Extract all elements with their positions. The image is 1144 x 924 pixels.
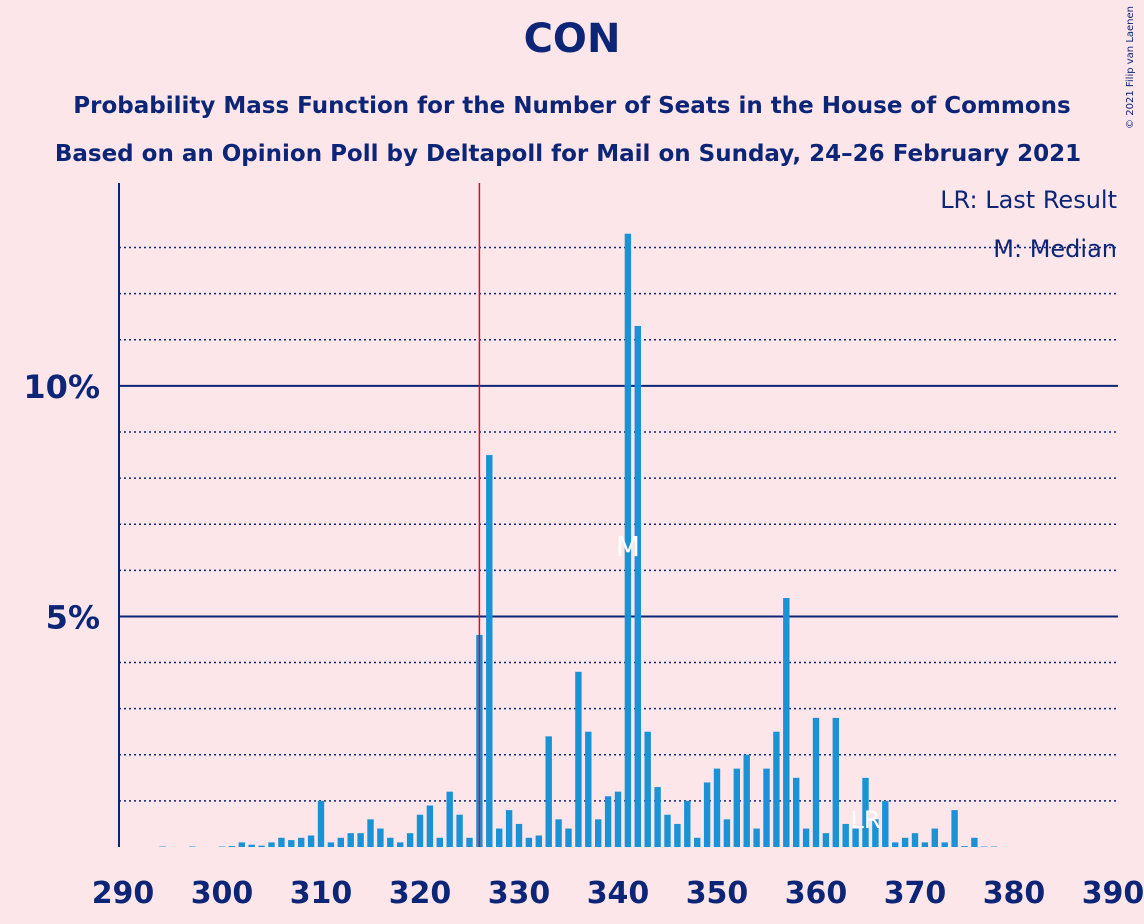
bar xyxy=(298,837,305,847)
bar xyxy=(624,233,632,847)
bar xyxy=(555,819,562,847)
bar xyxy=(337,837,344,847)
bar xyxy=(397,842,404,847)
bar xyxy=(248,844,255,847)
bar xyxy=(694,837,701,847)
bar xyxy=(307,835,315,847)
bar xyxy=(802,828,810,847)
bar xyxy=(426,805,434,847)
bar xyxy=(228,846,236,847)
bar xyxy=(713,768,721,847)
bar xyxy=(961,846,968,847)
bar xyxy=(773,731,780,847)
bar xyxy=(406,833,414,847)
bar xyxy=(585,731,592,847)
bar xyxy=(832,717,839,847)
bar xyxy=(278,837,285,847)
bar xyxy=(258,845,265,847)
bar xyxy=(268,842,275,847)
bar xyxy=(614,791,622,847)
bar xyxy=(565,828,572,847)
y-tick-label: 5% xyxy=(46,598,100,636)
bar xyxy=(436,837,443,847)
bar xyxy=(783,598,790,847)
bar xyxy=(634,325,641,847)
bar xyxy=(971,837,978,847)
bar xyxy=(545,736,552,847)
bar xyxy=(842,823,849,847)
bar xyxy=(535,835,542,847)
chart-title: CON xyxy=(524,16,621,62)
bar xyxy=(703,782,711,847)
legend-entry: LR: Last Result xyxy=(940,186,1117,214)
bar xyxy=(377,828,384,847)
bar xyxy=(496,828,503,847)
x-tick-label: 370 xyxy=(884,876,947,911)
x-tick-label: 360 xyxy=(785,876,848,911)
y-tick-label: 10% xyxy=(23,368,100,406)
bar xyxy=(892,842,899,847)
bar xyxy=(723,819,731,847)
bar xyxy=(515,823,523,847)
last-result-marker: LR xyxy=(850,806,880,834)
bar xyxy=(882,800,889,847)
bar xyxy=(911,833,919,847)
x-tick-label: 390 xyxy=(1082,876,1144,911)
bar xyxy=(862,777,869,847)
bar xyxy=(327,842,335,847)
bar xyxy=(575,671,582,847)
bar xyxy=(446,791,453,847)
x-tick-label: 310 xyxy=(290,876,353,911)
subtitle: Based on an Opinion Poll by Deltapoll fo… xyxy=(55,141,1081,167)
bar xyxy=(872,819,879,847)
bar xyxy=(317,800,325,847)
bar xyxy=(664,814,671,847)
bar xyxy=(456,814,463,847)
bar xyxy=(743,754,750,847)
bar xyxy=(684,800,691,847)
bar xyxy=(753,828,760,847)
bar xyxy=(931,828,938,847)
median-marker: M xyxy=(616,530,640,563)
bar xyxy=(288,840,295,847)
bar xyxy=(357,833,364,847)
x-tick-label: 340 xyxy=(587,876,650,911)
bar xyxy=(595,819,602,847)
bar xyxy=(525,837,533,847)
bar xyxy=(793,777,800,847)
bar xyxy=(238,842,245,847)
bar xyxy=(812,717,820,847)
bar xyxy=(951,810,958,847)
bar xyxy=(416,814,424,847)
bar xyxy=(763,768,770,847)
bar xyxy=(674,823,681,847)
x-tick-label: 290 xyxy=(92,876,155,911)
bar xyxy=(644,731,651,847)
bar xyxy=(347,833,354,847)
bar xyxy=(941,842,948,847)
legend-entry: M: Median xyxy=(993,235,1117,263)
bar xyxy=(654,787,661,847)
bar xyxy=(921,842,929,847)
bar xyxy=(852,828,859,847)
subtitle: Probability Mass Function for the Number… xyxy=(73,93,1070,119)
bar xyxy=(505,810,513,847)
x-tick-label: 330 xyxy=(488,876,551,911)
bar xyxy=(822,833,830,847)
bar xyxy=(387,837,394,847)
x-tick-label: 380 xyxy=(983,876,1046,911)
bar xyxy=(901,837,909,847)
x-tick-label: 350 xyxy=(686,876,749,911)
x-tick-label: 320 xyxy=(389,876,452,911)
bar xyxy=(486,455,493,847)
copyright: © 2021 Filip van Laenen xyxy=(1125,6,1136,129)
bar xyxy=(367,819,374,847)
x-tick-label: 300 xyxy=(191,876,254,911)
bar xyxy=(733,768,740,847)
bar xyxy=(604,796,612,847)
bar xyxy=(466,837,473,847)
